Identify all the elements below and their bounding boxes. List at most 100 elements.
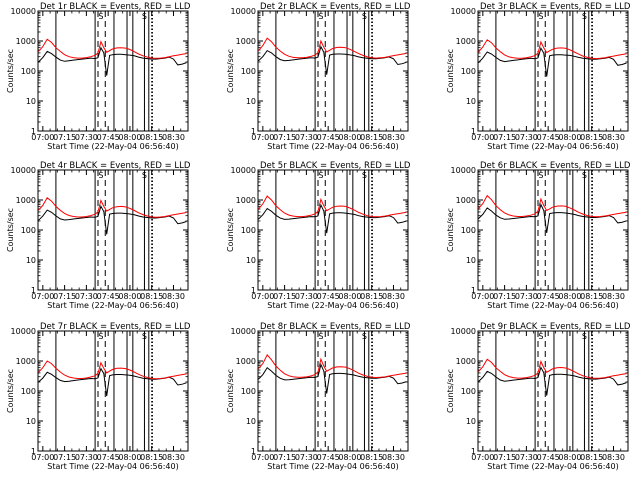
x-tick-label: 07:00 — [251, 292, 274, 301]
chart-title: Det 4r BLACK = Events, RED = LLD — [40, 161, 191, 171]
event-marker: S — [142, 12, 147, 21]
event-marker: S — [142, 332, 147, 341]
y-tick-label: 1 — [471, 447, 476, 456]
y-axis-label: Counts/sec — [226, 49, 235, 93]
y-tick-label: 1 — [31, 286, 36, 295]
x-tick-label: 08:00 — [338, 133, 361, 142]
x-tick-label: 07:00 — [471, 133, 494, 142]
y-axis-label: Counts/sec — [6, 208, 15, 252]
x-tick-label: 08:30 — [162, 292, 185, 301]
x-tick-label: 07:45 — [537, 133, 560, 142]
y-tick-label: 100 — [241, 226, 256, 235]
x-tick-label: 08:15 — [580, 133, 603, 142]
x-tick-label: 07:30 — [75, 133, 98, 142]
x-tick-label: 08:15 — [360, 133, 383, 142]
y-tick-label: 1 — [31, 447, 36, 456]
x-tick-label: 07:45 — [97, 292, 120, 301]
chart-panel-9: Det 9r BLACK = Events, RED = LLD 1 10 100 10… — [446, 322, 631, 471]
x-tick-label: 07:15 — [53, 292, 76, 301]
chart-title: Det 5r BLACK = Events, RED = LLD — [260, 161, 411, 171]
event-marker: S — [318, 12, 323, 21]
x-tick-label: 08:00 — [118, 133, 141, 142]
event-marker: S — [362, 12, 367, 21]
x-axis-label: Start Time (22-May-04 06:56:40) — [487, 462, 618, 471]
y-tick-label: 10000 — [451, 327, 476, 336]
x-tick-label: 08:30 — [382, 133, 405, 142]
x-tick-label: 07:45 — [537, 292, 560, 301]
y-tick-label: 10000 — [231, 166, 256, 175]
plot-frame — [257, 330, 409, 452]
chart-title: Det 7r BLACK = Events, RED = LLD — [40, 322, 191, 332]
plot-frame — [37, 169, 189, 291]
chart-panel-3: Det 3r BLACK = Events, RED = LLD 1 10 100 10… — [446, 2, 631, 151]
x-tick-label: 08:15 — [580, 292, 603, 301]
series-line-events — [258, 363, 407, 394]
series-line-events — [258, 203, 407, 234]
x-tick-label: 07:00 — [471, 453, 494, 462]
x-tick-label: 07:15 — [53, 133, 76, 142]
y-tick-label: 10 — [246, 97, 256, 106]
event-marker: S — [582, 332, 587, 341]
event-lines — [495, 170, 593, 290]
y-tick-label: 100 — [21, 387, 36, 396]
y-axis-label: Counts/sec — [6, 49, 15, 93]
y-tick-label: 1000 — [16, 37, 36, 46]
x-tick-label: 07:15 — [493, 133, 516, 142]
x-tick-label: 08:30 — [602, 133, 625, 142]
chart-title: Det 3r BLACK = Events, RED = LLD — [480, 2, 631, 12]
chart-panel-1: Det 1r BLACK = Events, RED = LLD 1 10 100 10… — [6, 2, 191, 151]
x-axis-label: Start Time (22-May-04 06:56:40) — [47, 301, 178, 310]
x-tick-label: 07:30 — [295, 292, 318, 301]
x-tick-label: 07:00 — [31, 453, 54, 462]
series-line-lld — [38, 360, 187, 380]
x-tick-label: 07:15 — [273, 453, 296, 462]
y-axis-label: Counts/sec — [446, 369, 455, 413]
x-tick-label: 07:30 — [75, 292, 98, 301]
series-line-lld — [38, 197, 187, 218]
x-tick-label: 08:15 — [140, 133, 163, 142]
plot-frame — [477, 169, 629, 291]
x-tick-label: 08:00 — [338, 292, 361, 301]
event-marker: S — [362, 171, 367, 180]
x-tick-label: 07:15 — [53, 453, 76, 462]
y-tick-label: 10 — [26, 256, 36, 265]
plot-frame — [257, 169, 409, 291]
x-tick-label: 07:45 — [97, 133, 120, 142]
y-tick-label: 1000 — [456, 196, 476, 205]
x-axis-label: Start Time (22-May-04 06:56:40) — [487, 142, 618, 151]
series-line-lld — [478, 194, 627, 218]
series-line-lld — [258, 195, 407, 218]
x-tick-label: 07:00 — [251, 453, 274, 462]
x-tick-label: 08:00 — [558, 133, 581, 142]
x-tick-label: 08:15 — [580, 453, 603, 462]
y-tick-label: 1 — [251, 447, 256, 456]
y-tick-label: 10 — [26, 417, 36, 426]
y-tick-label: 10000 — [451, 7, 476, 16]
x-tick-label: 07:45 — [97, 453, 120, 462]
chart-panel-8: Det 8r BLACK = Events, RED = LLD 1 10 100 10… — [226, 322, 411, 471]
series-line-lld — [258, 37, 407, 59]
event-marker: S — [98, 332, 103, 341]
y-tick-label: 100 — [461, 67, 476, 76]
x-tick-label: 08:15 — [360, 292, 383, 301]
x-axis-label: Start Time (22-May-04 06:56:40) — [267, 301, 398, 310]
y-axis-label: Counts/sec — [446, 208, 455, 252]
y-tick-label: 1000 — [16, 357, 36, 366]
event-marker: S — [362, 332, 367, 341]
x-tick-label: 08:30 — [382, 292, 405, 301]
x-tick-label: 07:00 — [31, 133, 54, 142]
event-marker: S — [582, 12, 587, 21]
event-marker: S — [538, 12, 543, 21]
event-lines — [495, 331, 593, 451]
x-tick-label: 07:45 — [317, 453, 340, 462]
x-tick-label: 07:45 — [537, 453, 560, 462]
series-line-lld — [38, 38, 187, 59]
series-line-lld — [478, 358, 627, 379]
y-tick-label: 10000 — [11, 7, 36, 16]
y-tick-label: 10 — [466, 256, 476, 265]
x-tick-label: 08:15 — [140, 292, 163, 301]
y-tick-label: 100 — [461, 387, 476, 396]
x-tick-label: 07:00 — [31, 292, 54, 301]
y-tick-label: 1000 — [236, 357, 256, 366]
